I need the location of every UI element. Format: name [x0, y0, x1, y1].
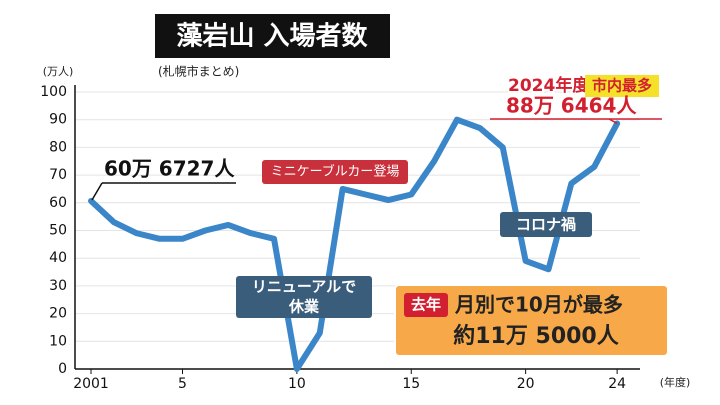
y-tick-label: 40	[49, 250, 67, 266]
x-unit: (年度)	[660, 375, 691, 389]
renewal-label: リニューアルで	[252, 278, 356, 296]
record-tag-box	[585, 75, 659, 97]
box-tag-bg	[404, 293, 448, 317]
record-year: 2024年度	[508, 75, 590, 96]
subtitle: (札幌市まとめ)	[158, 64, 239, 79]
title-box	[155, 14, 390, 58]
y-unit: (万人)	[43, 65, 74, 78]
y-tick-label: 0	[58, 361, 67, 377]
y-tick-label: 10	[49, 333, 67, 349]
data-line	[88, 116, 621, 372]
y-tick-label: 60	[49, 195, 67, 211]
last-label: 88万 6464人	[506, 94, 637, 118]
x-tick-label: 5	[178, 376, 187, 392]
info-box	[394, 284, 669, 357]
box-tag: 去年	[411, 296, 441, 314]
y-tick-label: 30	[49, 278, 67, 294]
y-tick-label: 50	[49, 223, 67, 239]
x-tick-label: 10	[288, 376, 306, 392]
y-tick-label: 90	[49, 112, 67, 128]
box-line: 月別で10月が最多	[454, 293, 623, 317]
chart-title: 藻岩山 入場者数	[176, 22, 368, 52]
leader-line	[91, 182, 103, 201]
record-tag: 市内最多	[592, 77, 652, 95]
renewal-box	[236, 276, 372, 318]
renewal-label: 休業	[288, 298, 320, 316]
x-tick-label: 20	[517, 376, 535, 392]
cable-label: ミニケーブルカー登場	[271, 164, 400, 180]
corona-label: コロナ禍	[516, 216, 576, 234]
x-tick-label: 2001	[73, 376, 109, 392]
x-tick-label: 15	[402, 376, 420, 392]
y-tick-label: 80	[49, 139, 67, 155]
box-line: 約11万 5000人	[453, 323, 619, 349]
y-tick-label: 100	[40, 84, 67, 100]
y-tick-label: 70	[49, 167, 67, 183]
corona-box	[500, 212, 592, 237]
y-tick-label: 20	[49, 306, 67, 322]
x-tick-label: 24	[608, 376, 626, 392]
cable-box	[262, 160, 408, 184]
first-label: 60万 6727人	[104, 157, 235, 181]
